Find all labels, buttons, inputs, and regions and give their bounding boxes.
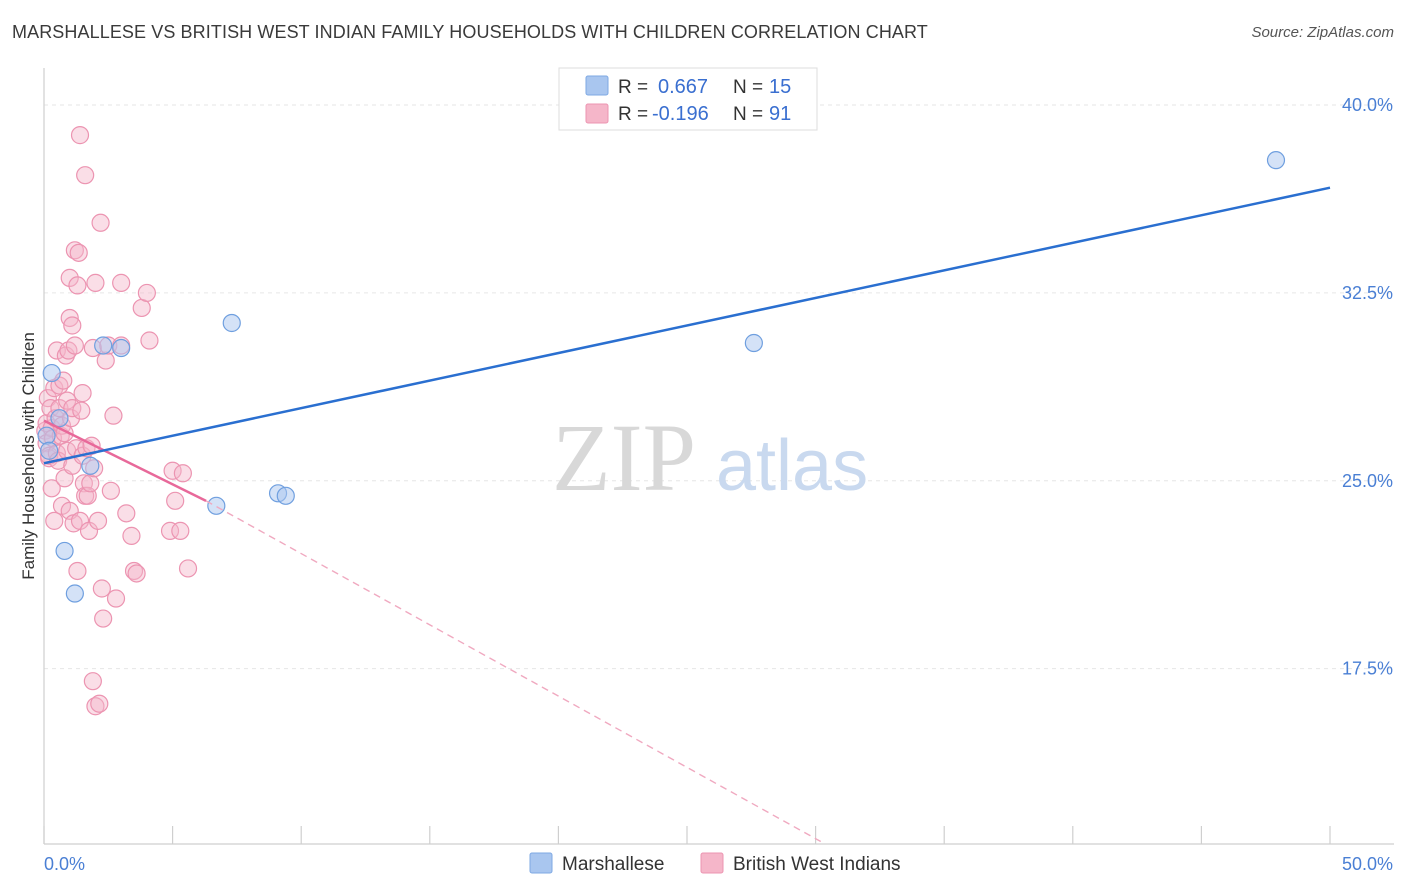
data-point-bwi [178, 559, 198, 578]
data-point-marshallese [207, 496, 226, 515]
stats-n-label-1: N = [733, 77, 763, 98]
data-point-bwi [160, 521, 180, 540]
data-point-bwi [106, 589, 126, 608]
data-point-bwi [92, 579, 111, 598]
data-point-marshallese [50, 409, 69, 428]
trendline-bwi-extrapolated [205, 500, 822, 843]
y-tick-label: 32.5% [1342, 283, 1393, 303]
data-point-bwi [94, 609, 113, 628]
data-point-marshallese [94, 336, 113, 355]
data-point-bwi [173, 464, 192, 483]
data-point-bwi [68, 561, 87, 581]
stats-swatch-marshallese [585, 75, 609, 96]
data-point-bwi [137, 283, 156, 303]
data-point-marshallese [222, 313, 241, 333]
data-point-bwi [166, 491, 185, 510]
data-point-bwi [79, 521, 99, 540]
data-point-bwi [83, 672, 102, 691]
stats-n-value-bwi: 91 [769, 103, 791, 125]
stats-r-label-2: R = [618, 104, 648, 125]
watermark: ZIP atlas [552, 404, 868, 511]
gridlines [44, 104, 1394, 670]
data-point-bwi [56, 346, 75, 365]
data-point-marshallese [112, 338, 131, 358]
data-point-bwi [69, 243, 88, 262]
legend-swatch-bwi [700, 852, 724, 874]
data-point-bwi [60, 268, 79, 287]
legend-label-bwi: British West Indians [733, 854, 901, 875]
stats-n-label-2: N = [733, 104, 763, 125]
x-axis-ticks [43, 826, 1331, 844]
trendline-bwi [43, 419, 207, 502]
data-point-bwi [101, 481, 120, 500]
data-point-bwi [127, 564, 146, 583]
y-axis-tick-labels: 17.5% 25.0% 32.5% 40.0% [1342, 95, 1393, 679]
data-point-marshallese [37, 426, 56, 445]
chart-title: MARSHALLESE VS BRITISH WEST INDIAN FAMIL… [12, 22, 928, 42]
data-point-bwi [171, 521, 190, 540]
data-point-marshallese [40, 441, 59, 460]
stats-r-value-marshallese: 0.667 [658, 76, 708, 98]
data-point-marshallese [42, 363, 61, 383]
data-point-bwi [91, 213, 110, 232]
stats-swatch-bwi [585, 103, 609, 124]
data-point-bwi [104, 406, 123, 425]
data-point-bwi [65, 336, 84, 355]
x-tick-label-max: 50.0% [1342, 854, 1393, 874]
data-point-marshallese [65, 584, 84, 603]
data-point-bwi [132, 298, 151, 318]
x-tick-label-min: 0.0% [44, 854, 85, 874]
stats-r-label-1: R = [618, 77, 648, 98]
data-point-bwi [72, 401, 91, 420]
data-point-bwi [68, 276, 87, 295]
data-point-bwi [70, 126, 90, 145]
stats-legend: R = 0.667 N = 15 R = -0.196 N = 91 [558, 67, 818, 131]
data-point-bwi [124, 561, 144, 581]
data-point-bwi [81, 474, 100, 493]
data-point-bwi [112, 273, 131, 292]
data-point-bwi [70, 511, 90, 530]
trendlines [43, 186, 1331, 843]
data-point-bwi [86, 273, 105, 292]
data-point-marshallese [1266, 151, 1286, 170]
y-axis-title: Family Households with Children [19, 332, 38, 580]
data-point-bwi [96, 351, 115, 370]
data-point-bwi [90, 694, 109, 713]
stats-r-value-bwi: -0.196 [652, 103, 709, 125]
data-point-marshallese [276, 486, 295, 505]
legend-swatch-marshallese [529, 852, 553, 874]
series-legend: Marshallese British West Indians [529, 852, 901, 875]
data-point-bwi [45, 511, 64, 530]
data-point-bwi [88, 511, 108, 530]
data-point-bwi [63, 316, 82, 335]
y-tick-label: 40.0% [1342, 95, 1393, 115]
data-point-bwi [42, 479, 61, 498]
data-point-bwi [76, 166, 95, 185]
data-point-bwi [122, 526, 141, 545]
data-point-bwi [140, 331, 159, 350]
y-tick-label: 17.5% [1342, 659, 1393, 679]
data-point-marshallese [744, 333, 763, 353]
trendline-marshallese [43, 186, 1331, 465]
series-marshallese [37, 151, 1286, 603]
data-point-marshallese [55, 541, 74, 561]
watermark-zip: ZIP [552, 404, 696, 511]
legend-label-marshallese: Marshallese [562, 854, 664, 875]
y-tick-label: 25.0% [1342, 471, 1393, 491]
data-point-bwi [73, 384, 92, 403]
watermark-atlas: atlas [716, 426, 868, 506]
source-credit: Source: ZipAtlas.com [1251, 24, 1394, 41]
stats-n-value-marshallese: 15 [769, 76, 791, 98]
data-point-marshallese [81, 456, 100, 475]
data-point-bwi [117, 504, 136, 523]
